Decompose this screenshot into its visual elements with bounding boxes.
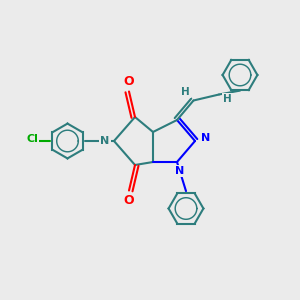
Text: H: H xyxy=(223,94,232,104)
Text: N: N xyxy=(100,136,109,146)
Text: N: N xyxy=(176,166,184,176)
Text: H: H xyxy=(181,87,190,97)
Text: Cl: Cl xyxy=(26,134,38,145)
Text: N: N xyxy=(201,133,210,143)
Text: O: O xyxy=(124,74,134,88)
Text: O: O xyxy=(124,194,134,208)
